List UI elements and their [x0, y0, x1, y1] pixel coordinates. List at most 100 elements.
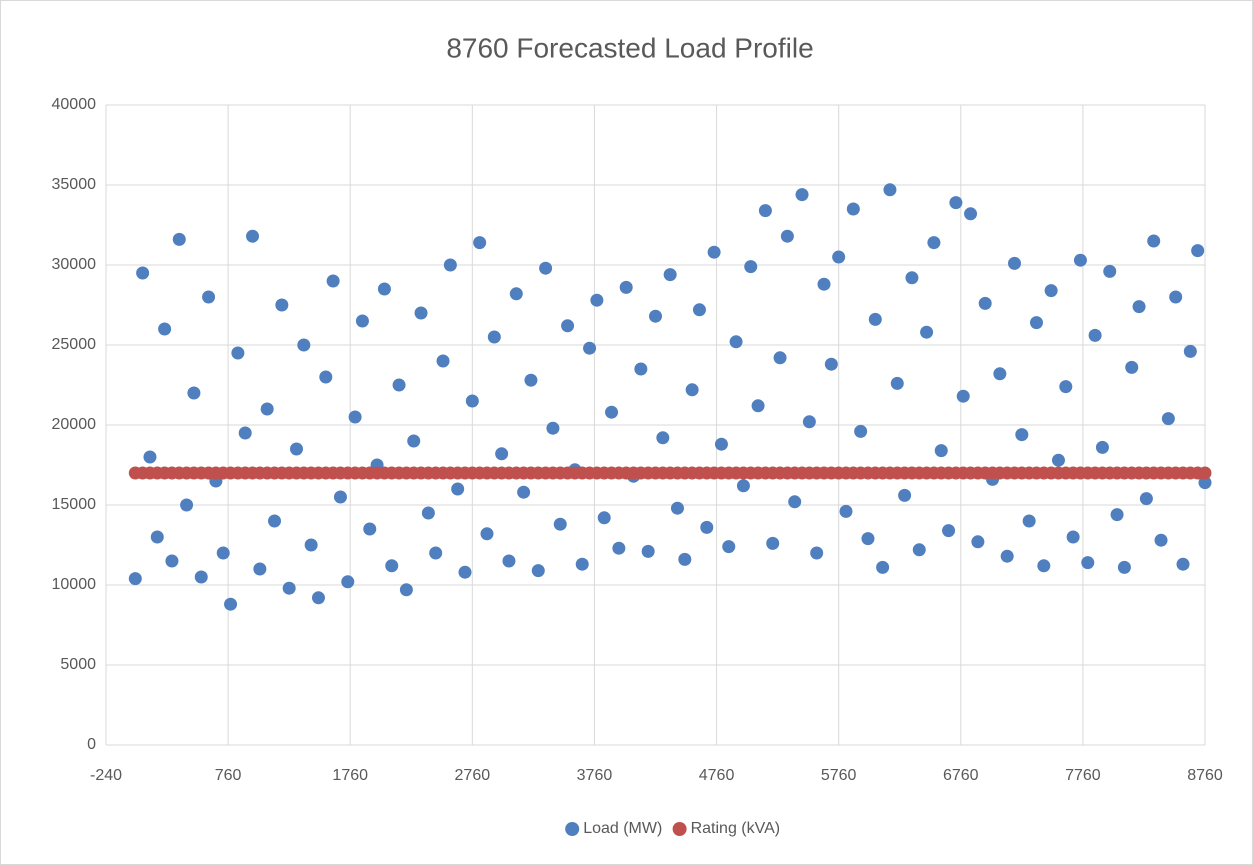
point — [333, 490, 347, 504]
point — [1044, 284, 1058, 298]
x-tick-label: 760 — [215, 767, 242, 784]
y-tick-label: 15000 — [52, 496, 97, 513]
point — [802, 415, 816, 429]
point — [429, 546, 443, 560]
point — [832, 250, 846, 264]
point — [451, 482, 465, 496]
point — [788, 495, 802, 509]
point — [509, 287, 523, 301]
point — [1132, 300, 1146, 314]
point — [172, 232, 186, 246]
point — [531, 564, 545, 578]
point — [956, 389, 970, 403]
x-tick-label: 6760 — [943, 767, 979, 784]
point — [136, 266, 150, 280]
point — [905, 271, 919, 285]
point — [605, 405, 619, 419]
point — [341, 575, 355, 589]
y-tick-label: 0 — [87, 736, 96, 753]
point — [561, 319, 575, 333]
point — [692, 303, 706, 317]
point — [1088, 328, 1102, 342]
point — [597, 511, 611, 525]
point — [978, 296, 992, 310]
point — [663, 268, 677, 282]
point — [1198, 466, 1212, 480]
y-tick-label: 30000 — [52, 256, 97, 273]
point — [575, 557, 589, 571]
point — [1176, 557, 1190, 571]
point — [1191, 244, 1205, 258]
point — [964, 207, 978, 221]
point — [180, 498, 194, 512]
point — [678, 552, 692, 566]
point — [736, 479, 750, 493]
point — [817, 277, 831, 291]
point — [143, 450, 157, 464]
point — [385, 559, 399, 573]
legend-marker — [672, 822, 687, 836]
point — [1022, 514, 1036, 528]
point — [685, 383, 699, 397]
point — [971, 535, 985, 549]
point — [876, 560, 890, 574]
point — [641, 544, 655, 558]
point — [421, 506, 435, 520]
point — [473, 236, 487, 250]
point — [311, 591, 325, 605]
y-tick-label: 25000 — [52, 336, 97, 353]
point — [649, 309, 662, 323]
point — [934, 444, 948, 458]
x-tick-label: 8760 — [1187, 767, 1223, 784]
point — [949, 196, 963, 210]
point — [1037, 559, 1051, 573]
point — [1110, 508, 1124, 522]
point — [436, 354, 450, 368]
point — [861, 532, 875, 546]
point — [187, 386, 201, 400]
point — [399, 583, 413, 597]
legend-marker — [565, 822, 580, 836]
point — [238, 426, 252, 440]
y-tick-label: 20000 — [52, 416, 97, 433]
chart-title: 8760 Forecasted Load Profile — [446, 32, 813, 63]
point — [392, 378, 406, 392]
point — [590, 293, 604, 307]
point — [546, 421, 560, 435]
point — [1066, 530, 1080, 544]
point — [1198, 476, 1212, 490]
point — [824, 357, 838, 371]
point — [1015, 428, 1029, 442]
legend-label: Load (MW) — [583, 820, 662, 837]
x-tick-label: -240 — [90, 767, 122, 784]
point — [150, 530, 164, 544]
point — [634, 362, 648, 376]
x-tick-label: 7760 — [1065, 767, 1101, 784]
point — [1008, 256, 1022, 270]
point — [128, 572, 142, 586]
point — [1139, 492, 1153, 506]
point — [1051, 453, 1065, 467]
point — [194, 570, 208, 584]
point — [275, 298, 289, 312]
point — [912, 543, 926, 557]
point — [1029, 316, 1043, 330]
point — [1073, 253, 1087, 267]
point — [883, 183, 897, 197]
point — [744, 260, 758, 274]
point — [656, 431, 670, 445]
point — [846, 202, 860, 216]
y-tick-label: 5000 — [60, 656, 96, 673]
point — [487, 330, 501, 344]
point — [1103, 264, 1117, 278]
point — [414, 306, 428, 320]
point — [319, 370, 333, 384]
point — [714, 437, 728, 451]
point — [517, 485, 531, 499]
point — [722, 540, 736, 554]
point — [495, 447, 509, 461]
x-tick-label: 1760 — [332, 767, 368, 784]
point — [253, 562, 267, 576]
x-tick-label: 2760 — [455, 767, 491, 784]
point — [766, 536, 780, 550]
